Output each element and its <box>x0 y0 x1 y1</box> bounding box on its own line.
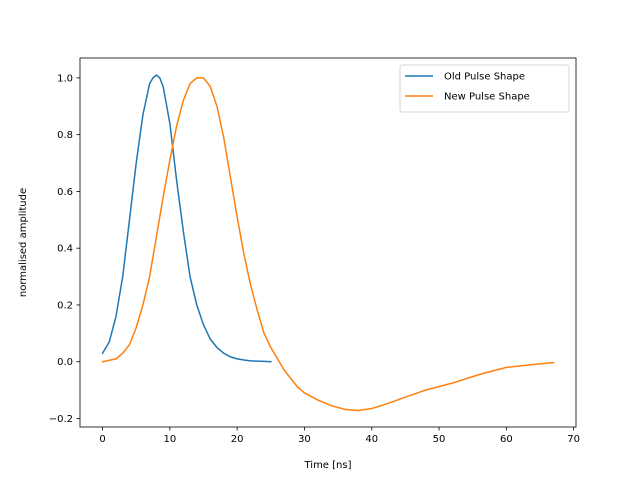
y-tick-label: 0.8 <box>57 130 73 141</box>
x-tick-label: 40 <box>365 434 378 445</box>
series-line-2 <box>101 77 555 412</box>
y-tick-label: −0.2 <box>49 414 73 425</box>
series-layer <box>101 74 555 412</box>
y-tick-label: 0.6 <box>57 187 73 198</box>
plot-area <box>80 58 576 427</box>
x-tick-label: 30 <box>298 434 311 445</box>
y-axis-ticks: −0.2 0.0 0.2 0.4 0.6 0.8 1.0 <box>49 73 80 425</box>
y-tick-label: 0.2 <box>57 300 73 311</box>
y-tick-label: 1.0 <box>57 73 73 84</box>
x-axis-label: Time [ns] <box>303 460 351 471</box>
x-tick-label: 0 <box>99 434 105 445</box>
legend-frame <box>399 64 570 113</box>
axes-layer <box>79 57 577 428</box>
legend-label-1: Old Pulse Shape <box>444 72 525 83</box>
legend-label-2: New Pulse Shape <box>444 92 530 103</box>
y-tick-label: 0.4 <box>57 244 73 255</box>
plot-frame <box>79 57 577 428</box>
series-line-1 <box>101 74 272 363</box>
x-tick-label: 10 <box>163 434 176 445</box>
x-axis-ticks: 0 10 20 30 40 50 60 70 <box>99 427 580 445</box>
legend: Old Pulse Shape New Pulse Shape <box>399 64 570 113</box>
x-tick-label: 20 <box>231 434 244 445</box>
y-axis-label: normalised amplitude <box>18 188 29 297</box>
x-tick-label: 60 <box>500 434 513 445</box>
x-tick-label: 70 <box>567 434 580 445</box>
y-tick-label: 0.0 <box>57 357 73 368</box>
x-tick-label: 50 <box>433 434 446 445</box>
